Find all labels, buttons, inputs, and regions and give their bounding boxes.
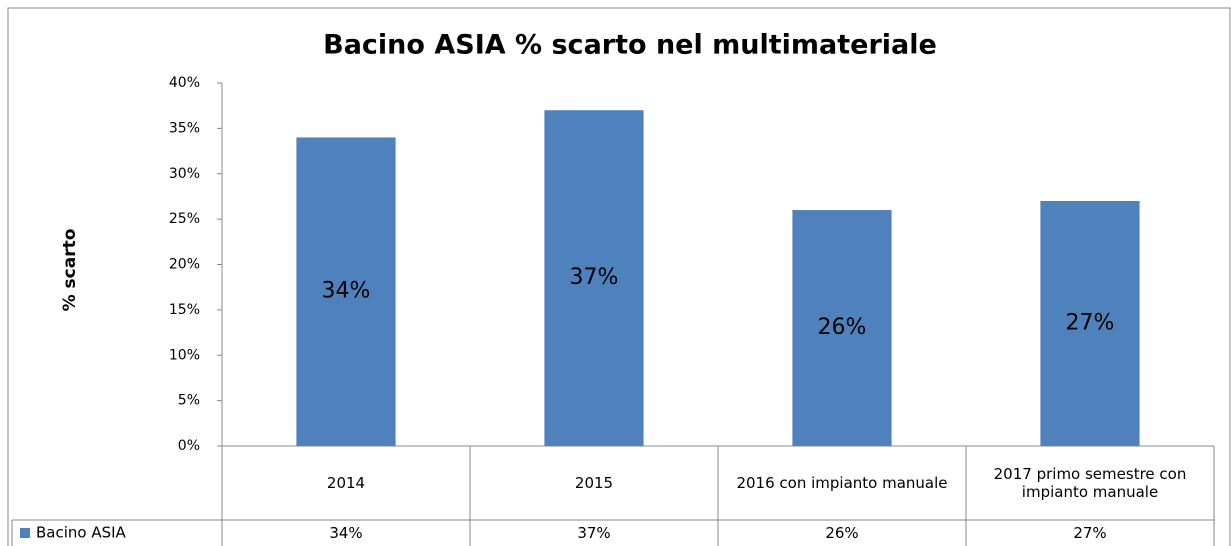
y-axis-label: % scarto (60, 229, 80, 312)
bar (544, 110, 644, 446)
table-value: 27% (1073, 524, 1107, 542)
data-label: 34% (322, 279, 371, 304)
bar (792, 210, 892, 446)
legend-swatch (20, 528, 30, 538)
data-label: 27% (1066, 310, 1115, 335)
data-label: 37% (570, 265, 619, 290)
y-tick-label: 30% (169, 166, 200, 182)
x-tick-label: 2017 primo semestre con impianto manuale (993, 465, 1187, 501)
bar (1040, 200, 1140, 446)
table-value: 34% (329, 524, 363, 542)
table-value: 26% (825, 524, 859, 542)
table-value: 37% (577, 524, 611, 542)
y-tick-label: 25% (169, 211, 200, 227)
data-label: 26% (818, 315, 867, 340)
chart-title: Bacino ASIA % scarto nel multimateriale (323, 30, 937, 61)
y-tick-label: 35% (169, 120, 200, 136)
y-tick-label: 10% (169, 347, 200, 363)
bar (296, 137, 396, 446)
chart-frame (7, 7, 1231, 546)
y-tick-label: 5% (178, 393, 200, 409)
legend-label: Bacino ASIA (36, 524, 127, 542)
y-tick-label: 15% (169, 302, 200, 318)
y-tick-label: 20% (169, 257, 200, 273)
y-tick-label: 40% (169, 75, 200, 91)
x-tick-label: 2015 (574, 474, 614, 492)
x-tick-label: 2014 (326, 474, 366, 492)
x-tick-label: 2016 con impianto manuale (736, 474, 948, 492)
y-tick-label: 0% (178, 438, 200, 454)
